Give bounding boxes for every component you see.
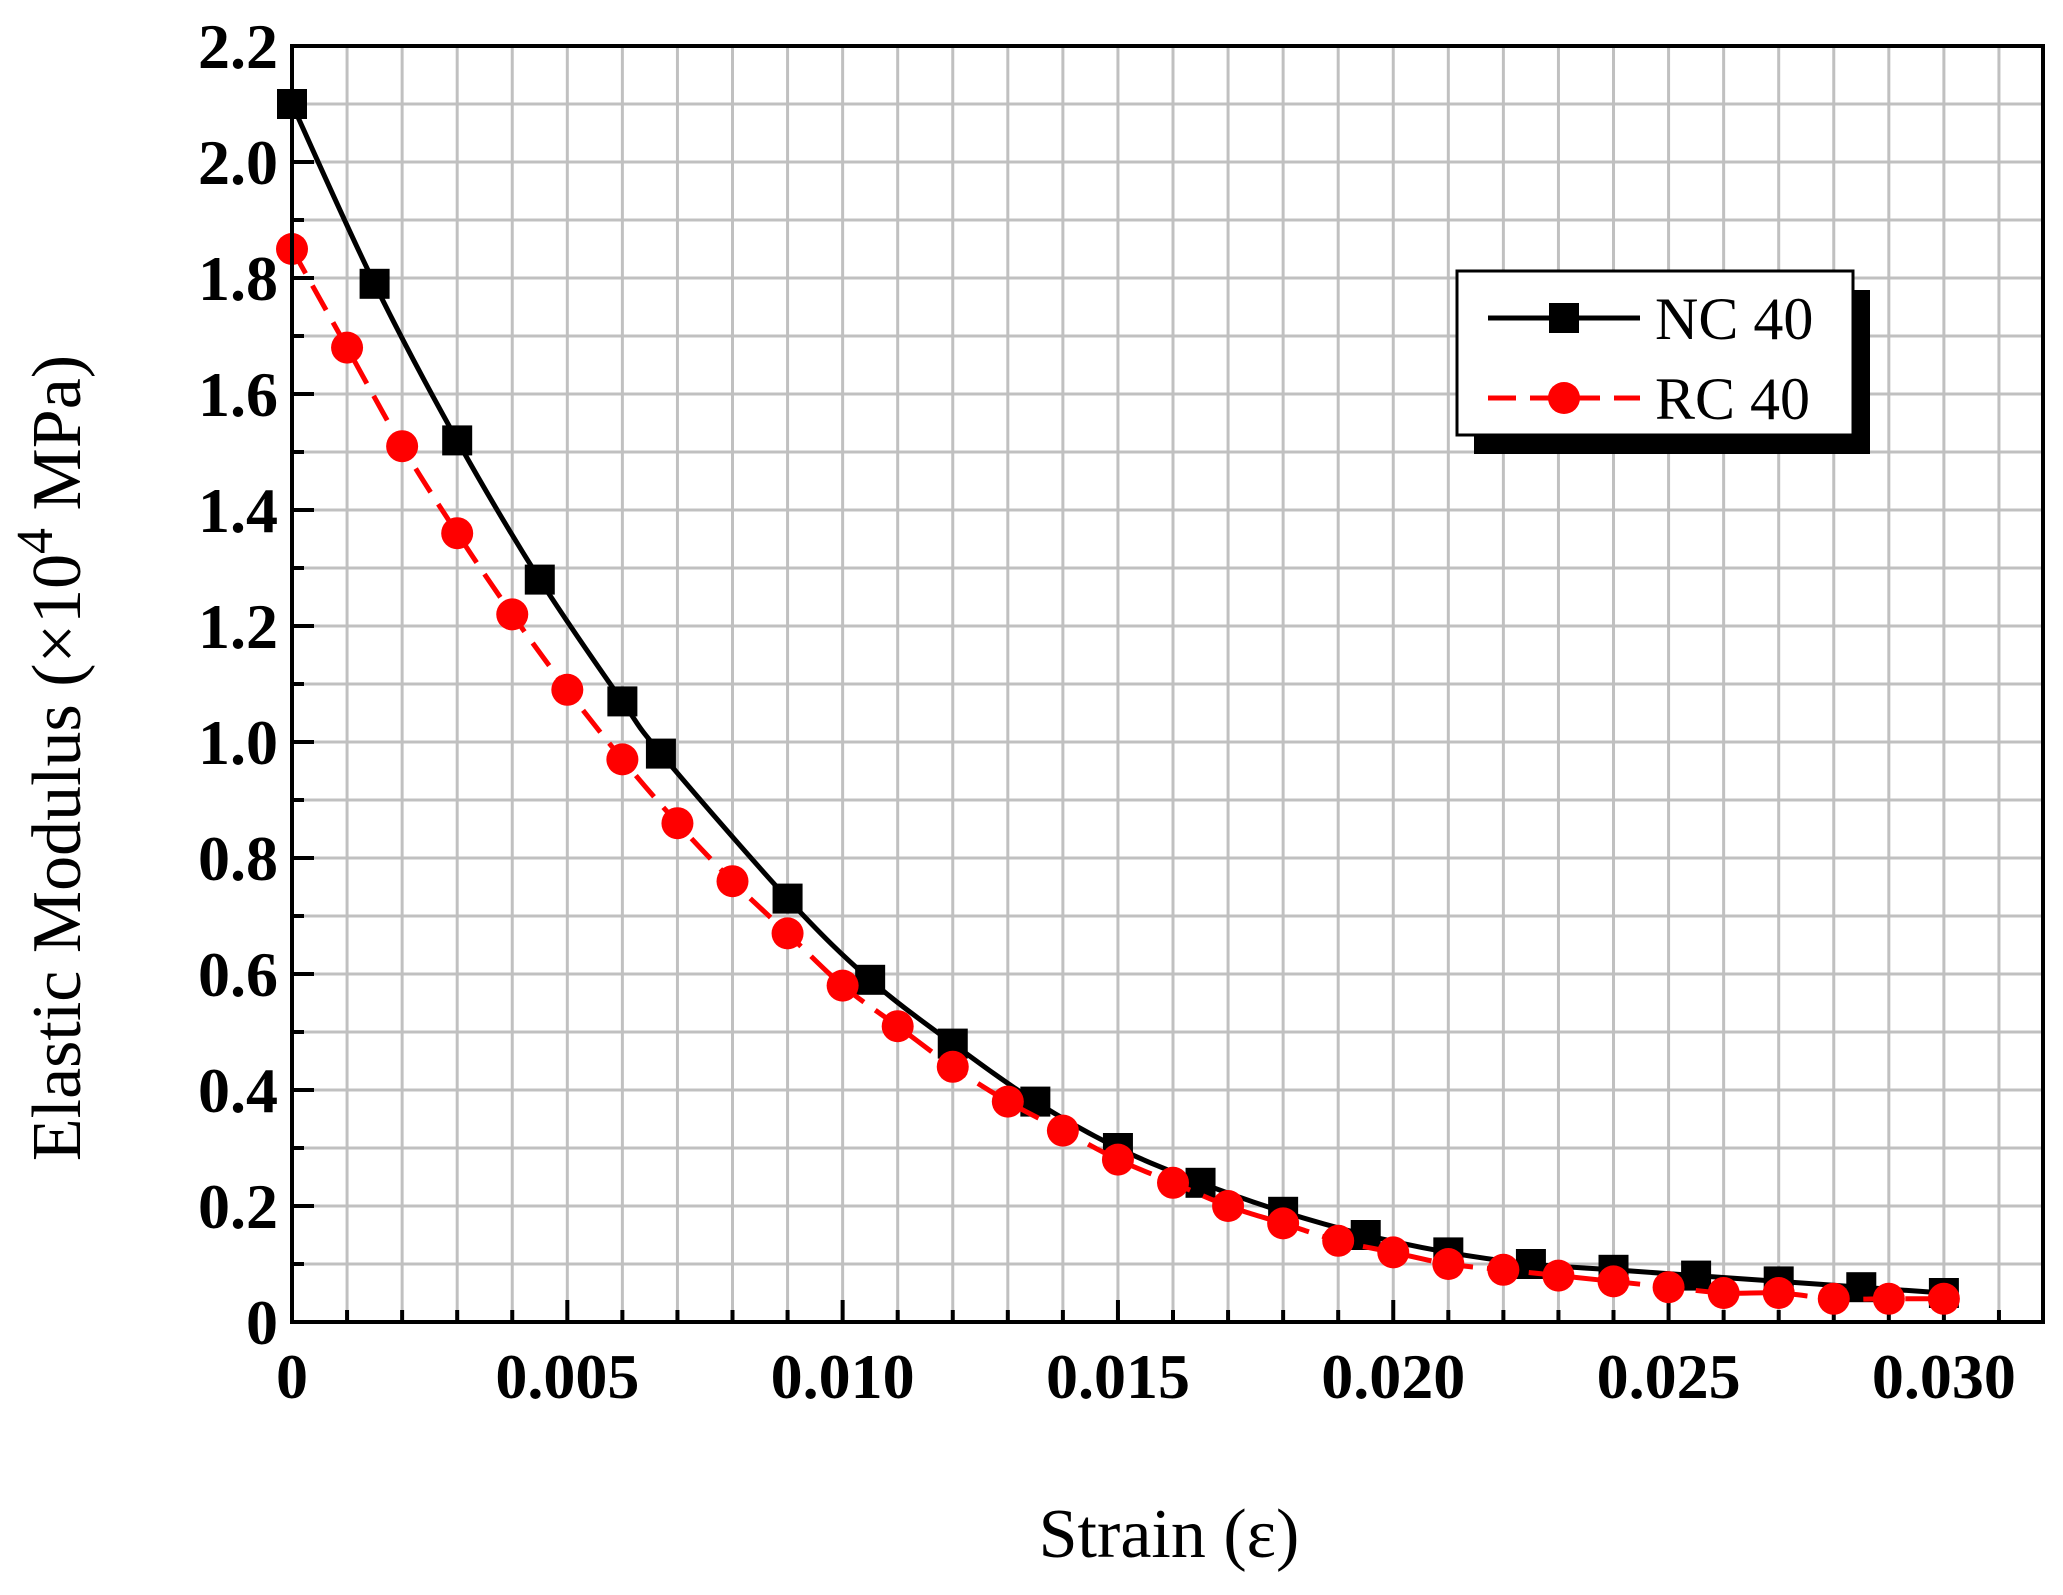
series-rc40-circle-marker xyxy=(771,917,804,950)
series-rc40-circle-marker xyxy=(1652,1271,1685,1304)
series-nc40-square-marker xyxy=(772,883,803,914)
y-tick-label: 1.0 xyxy=(198,707,278,778)
plot-frame xyxy=(290,44,2045,1324)
series-rc40-circle-marker xyxy=(1377,1236,1410,1269)
series-rc40-circle-marker xyxy=(386,430,419,463)
series-rc40-circle-marker xyxy=(331,331,364,364)
y-tick-label: 0.4 xyxy=(198,1055,278,1126)
series-rc40-circle-marker xyxy=(1212,1190,1245,1222)
legend-nc40-square-marker xyxy=(1549,303,1579,333)
series-nc40-square-marker xyxy=(855,964,886,995)
series-rc40-circle-marker xyxy=(1927,1282,1960,1315)
y-tick-label: 0 xyxy=(246,1287,278,1358)
series-rc40-circle-marker xyxy=(1542,1259,1575,1292)
x-tick-label: 0.025 xyxy=(1597,1341,1741,1412)
tick-labels: 0 0.005 0.010 0.015 0.020 0.025 0.030 0 0.2 0.4 0.… xyxy=(198,11,2016,1412)
y-tick-label: 1.6 xyxy=(198,359,278,430)
series-nc40-square-marker xyxy=(442,425,473,456)
y-axis-title-superscript: 4 xyxy=(7,528,64,554)
series-rc40-circle-marker xyxy=(881,1010,914,1043)
series-rc40-circle-marker xyxy=(551,673,584,706)
series-rc40-circle-marker xyxy=(1322,1224,1355,1257)
y-axis-title-prefix: Elastic Modulus (×10 xyxy=(19,554,96,1161)
series-rc40-circle-marker xyxy=(1762,1277,1795,1309)
series-rc40-circle-marker xyxy=(1817,1282,1850,1315)
y-tick-label: 1.4 xyxy=(198,475,278,546)
series-rc40-circle-marker xyxy=(826,969,859,1002)
legend-box xyxy=(1455,269,1855,437)
data-series xyxy=(276,89,1960,1315)
y-tick-label: 2.2 xyxy=(198,11,278,82)
series-nc40-square-marker xyxy=(645,738,676,769)
y-tick-label: 0.2 xyxy=(198,1171,278,1242)
series-rc40-circle-marker xyxy=(496,598,529,631)
y-tick-label: 1.8 xyxy=(198,243,278,314)
series-nc40-square-marker xyxy=(359,268,390,299)
series-nc40-square-marker xyxy=(607,686,638,717)
legend-rc40-label: RC 40 xyxy=(1655,366,1810,432)
series-rc40-circle-marker xyxy=(716,865,749,898)
x-tick-label: 0.030 xyxy=(1872,1341,2016,1412)
series-rc40-circle-marker xyxy=(1101,1143,1134,1176)
series-rc40-circle-marker xyxy=(441,517,474,550)
x-tick-label: 0.020 xyxy=(1321,1341,1465,1412)
series-rc40-circle-marker xyxy=(1267,1207,1300,1240)
series-rc40-circle-marker xyxy=(936,1050,969,1083)
series-nc40-square-marker xyxy=(1681,1260,1712,1291)
x-tick-label: 0 xyxy=(276,1341,308,1412)
x-axis-title: Strain (ε) xyxy=(1039,1496,1300,1573)
y-axis-title-suffix: MPa) xyxy=(19,355,96,528)
series-rc40-circle-marker xyxy=(991,1085,1024,1118)
legend-rc40-circle-marker xyxy=(1548,382,1580,414)
series-rc40-circle-marker xyxy=(661,807,694,840)
series-rc40-circle-marker xyxy=(1157,1166,1190,1199)
x-tick-label: 0.010 xyxy=(771,1341,915,1412)
series-rc40-circle-marker xyxy=(1707,1277,1740,1309)
series-rc40-circle-marker xyxy=(1046,1114,1079,1147)
series-nc40-square-marker xyxy=(524,564,555,595)
legend-nc40-label: NC 40 xyxy=(1655,286,1813,352)
x-tick-label: 0.015 xyxy=(1046,1341,1190,1412)
series-rc40-circle-marker xyxy=(1487,1253,1520,1286)
series-rc40-circle-marker xyxy=(1872,1282,1905,1315)
series-rc40-circle-marker xyxy=(1597,1265,1630,1298)
y-tick-label: 0.8 xyxy=(198,823,278,894)
legend: NC 40 RC 40 xyxy=(1455,269,1870,454)
series-rc40 xyxy=(276,233,1960,1315)
series-rc40-circle-marker xyxy=(1432,1248,1465,1280)
y-axis-title: Elastic Modulus (×104 MPa) xyxy=(7,355,96,1161)
series-nc40-square-marker xyxy=(1185,1167,1216,1198)
y-tick-label: 1.2 xyxy=(198,591,278,662)
y-tick-label: 2.0 xyxy=(198,127,278,198)
series-rc40-circle-marker xyxy=(606,743,639,776)
y-tick-label: 0.6 xyxy=(198,939,278,1010)
x-tick-label: 0.005 xyxy=(495,1341,639,1412)
